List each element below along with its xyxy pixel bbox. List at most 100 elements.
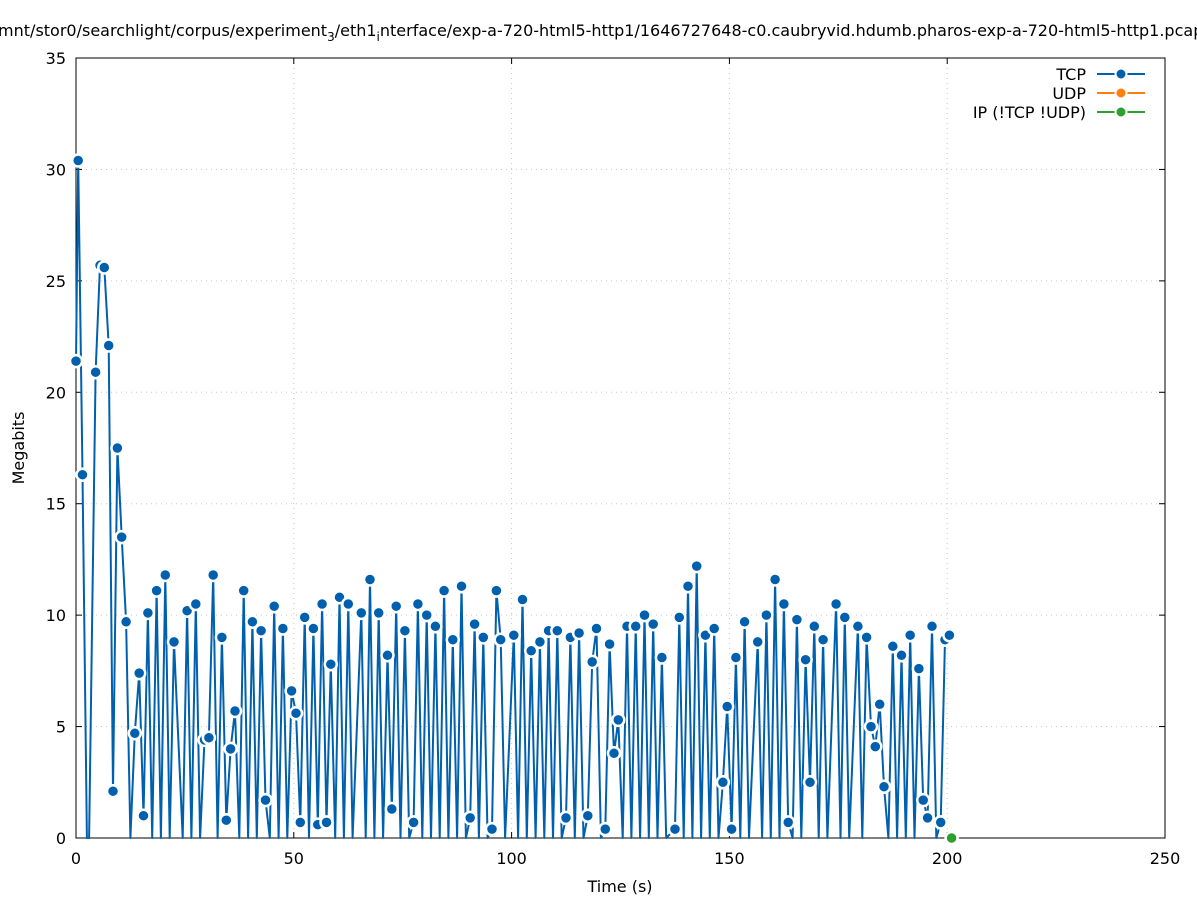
data-point-tcp [872,697,887,712]
data-point-tcp [75,467,90,482]
data-point-tcp [915,792,931,808]
data-point-tcp [868,739,883,754]
data-point-tcp [214,630,230,645]
data-point-tcp [284,683,299,699]
data-point-tcp [515,592,530,607]
x-tick-label: 200 [932,849,963,868]
legend-marker-tcp [1114,67,1128,81]
data-point-tcp [850,619,866,634]
data-point-tcp [319,815,334,830]
data-point-tcp [201,730,217,745]
data-point-tcp [798,652,813,667]
data-point-tcp [419,607,434,623]
data-point-tcp [380,648,395,663]
data-point-tcp [628,619,643,634]
data-point-tcp [445,632,461,647]
data-point-tcp [767,572,783,587]
data-point-tcp [885,639,901,654]
data-point-tcp [942,627,957,643]
data-point-tcp [484,821,500,837]
data-point-tcp [101,338,116,353]
x-tick-label: 250 [1150,849,1181,868]
y-axis-label: Megabits [9,412,28,485]
legend-label-tcp: TCP [1055,65,1086,84]
data-point-tcp [266,598,282,614]
data-point-tcp [606,746,622,761]
data-point-tcp [297,610,312,625]
data-point-tcp [462,810,478,826]
data-point-tcp [314,596,330,612]
data-point-tcp [611,712,626,728]
data-point-tcp [719,699,735,714]
data-point-tcp [384,801,400,817]
data-point-tcp [258,792,273,808]
data-point-tcp [275,621,291,636]
data-point-tcp [127,726,143,741]
data-point-tcp [598,821,613,837]
data-point-tcp [397,623,413,638]
chart-title: /mnt/stor0/searchlight/corpus/experiment… [0,21,1197,44]
data-point-tcp [532,634,548,650]
data-point-tcp [759,607,774,623]
data-point-tcp [506,627,522,643]
data-point-tcp [158,567,173,583]
data-point-tcp [902,627,918,643]
data-point-tcp [323,656,339,672]
data-point-tcp [428,619,443,634]
data-point-tcp [645,616,661,632]
data-point-tcp [580,808,596,823]
data-point-tcp [149,583,164,598]
y-tick-label: 5 [56,718,66,737]
data-point-tcp [467,616,482,632]
data-point-tcp [789,612,805,627]
data-point-tcp [933,815,948,830]
data-point-tcp [388,598,404,614]
data-point-tcp [837,610,853,625]
data-point-tcp [654,650,670,665]
y-tick-label: 10 [46,606,66,625]
data-point-tcp [136,808,151,823]
data-point-tcp [131,665,147,681]
title-suffix: nterface/exp-a-720-html5-http1/164672764… [380,21,1197,40]
plot-frame [75,57,1166,839]
data-point-tcp [362,572,378,587]
data-point-tcp [406,815,421,830]
data-point-tcp [523,643,539,659]
x-tick-label: 150 [714,849,745,868]
data-point-tcp [706,621,722,636]
data-point-tcp [88,364,103,380]
title-subscript: 3 [327,30,335,44]
data-point-tcp [110,440,125,456]
data-point-tcp [227,703,243,719]
data-point-tcp [288,705,304,721]
y-tick-label: 20 [46,383,66,402]
data-point-tcp [894,648,909,663]
y-tick-label: 0 [56,829,66,848]
data-point-tcp [166,634,182,650]
title-prefix: /mnt/stor0/searchlight/corpus/experiment [0,21,327,40]
data-point-tcp [476,630,491,645]
data-point-tcp [140,605,156,621]
data-point-tcp [924,619,940,634]
data-point-tcp [97,260,112,275]
y-tick-label: 15 [46,495,66,514]
data-point-tcp [637,607,652,623]
data-point-tcp [341,596,356,612]
legend-marker-udp [1114,86,1128,100]
x-tick-label: 100 [496,849,527,868]
data-point-tcp [236,583,251,598]
data-point-tcp [672,610,687,625]
data-point-tcp [354,605,369,621]
title-mid: /eth1 [335,21,377,40]
y-tick-label: 25 [46,272,66,291]
data-point-tcp [68,353,84,369]
data-point-tcp [371,605,386,621]
legend-label-ip-tcp-udp: IP (!TCP !UDP) [973,103,1086,122]
data-point-tcp [815,632,831,647]
data-point-tcp [828,596,844,612]
data-point-tcp [223,741,238,757]
data-point-tcp [737,614,752,630]
data-point-tcp [114,529,129,545]
data-point-tcp [728,650,744,665]
